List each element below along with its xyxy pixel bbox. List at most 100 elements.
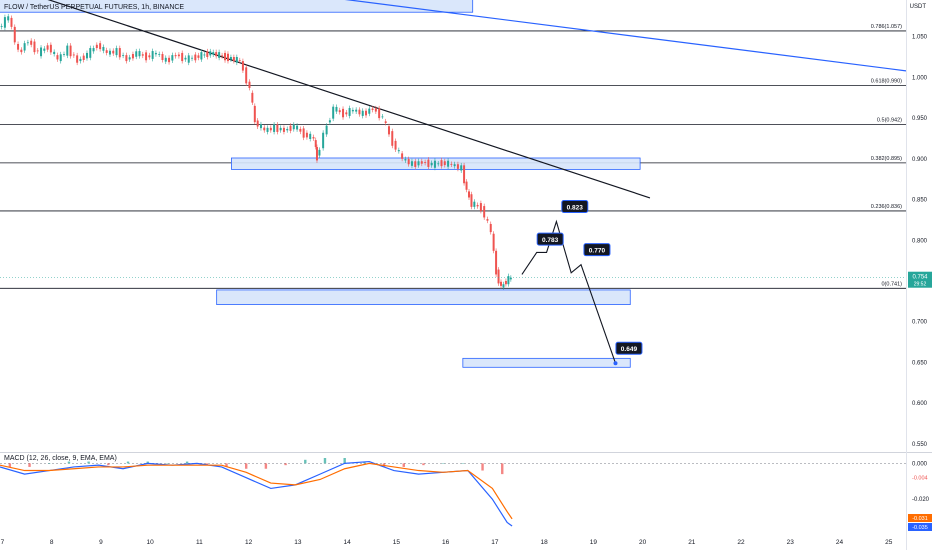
candle-body — [241, 61, 244, 71]
x-tick-label: 25 — [885, 539, 893, 546]
macd-histogram-bar — [461, 463, 465, 464]
x-axis: 7 8 9 10 11 12 13 14 15 16 17 18 19 20 21 22 23 24 25 — [1, 539, 893, 546]
candle-body — [115, 48, 118, 56]
candle-body — [224, 52, 227, 61]
candle-body — [391, 131, 394, 146]
x-tick-label: 17 — [491, 539, 499, 546]
candle-body — [33, 41, 36, 53]
candle-body — [108, 50, 111, 55]
candle-body — [305, 132, 308, 138]
candle-body — [368, 108, 371, 114]
y-tick-label: 0.600 — [912, 401, 928, 407]
projection-label: 0.649 — [621, 346, 638, 353]
candle-body — [128, 57, 131, 60]
candle-body — [181, 52, 184, 62]
macd-histogram-bar — [501, 463, 504, 475]
trend-lines[interactable] — [0, 0, 907, 199]
trend-line-resistance — [47, 0, 651, 199]
candle-body — [430, 162, 433, 166]
candle-body — [286, 128, 289, 131]
candle-body — [266, 127, 269, 132]
candle-body — [171, 55, 174, 61]
macd-histogram-bar — [284, 463, 287, 466]
price-badge-timer: 29:52 — [914, 282, 927, 288]
pane-separator[interactable] — [0, 452, 932, 453]
y-tick-label: 0.850 — [912, 198, 928, 204]
y-tick-label: 0.900 — [912, 157, 928, 163]
macd-histogram-bar — [146, 461, 149, 464]
projection-path[interactable]: 0.783 0.823 0.770 0.649 — [521, 200, 643, 366]
macd-histogram-bar — [402, 463, 405, 467]
candle-body — [46, 45, 49, 50]
fib-label: 0(0.741) — [882, 281, 903, 287]
candle-body — [282, 127, 285, 132]
candle-body — [504, 280, 507, 285]
candle-body — [168, 57, 171, 63]
candle-body — [509, 277, 512, 280]
candle-body — [10, 17, 13, 27]
candle-body — [296, 125, 299, 130]
macd-histogram-bar — [343, 458, 346, 464]
candle-body — [30, 40, 33, 45]
candle-body — [7, 16, 10, 21]
candle-body — [381, 116, 384, 118]
candle-body — [151, 51, 154, 59]
candle-body — [495, 250, 498, 275]
x-tick-label: 15 — [393, 539, 401, 546]
candle-body — [486, 219, 489, 221]
fib-label: 0.786(1.057) — [871, 24, 902, 30]
candle-body — [43, 48, 46, 51]
candle-body — [447, 160, 450, 167]
candle-body — [302, 128, 305, 138]
x-tick-label: 14 — [344, 539, 352, 546]
candle-body — [13, 26, 16, 43]
fib-levels: 0.886(1.098)0.786(1.057)0.618(0.990)0.5(… — [0, 24, 906, 289]
macd-histogram-bar — [304, 459, 307, 464]
candle-body — [453, 164, 456, 167]
candle-body — [417, 161, 420, 166]
candle-body — [315, 147, 318, 161]
x-tick-label: 21 — [688, 539, 696, 546]
candle-body — [194, 54, 197, 61]
zones[interactable] — [0, 0, 641, 368]
x-tick-label: 7 — [1, 539, 5, 546]
candle-body — [102, 46, 105, 51]
macd-histogram-bar — [48, 463, 51, 464]
candle-body — [269, 127, 272, 131]
candle-body — [212, 52, 215, 55]
candle-body — [40, 47, 43, 57]
candle-body — [191, 57, 194, 59]
candle-body — [125, 55, 128, 62]
demand-zone — [0, 0, 474, 13]
projection-label-box — [583, 243, 611, 257]
x-tick-label: 20 — [639, 539, 647, 546]
fib-label: 0.618(0.990) — [871, 79, 902, 85]
candle-body — [348, 108, 351, 116]
y-axis: 1.0501.0000.9500.9000.8500.8000.7500.700… — [908, 35, 932, 448]
candle-body — [387, 126, 390, 135]
macd-histogram-bar — [481, 463, 484, 471]
candle-body — [253, 105, 256, 123]
candle-body — [53, 51, 56, 55]
candle-body — [226, 53, 229, 62]
macd-histogram-bar — [107, 463, 110, 466]
demand-zone — [216, 289, 631, 305]
candle-body — [473, 201, 476, 207]
candle-body — [342, 108, 345, 118]
candle-body — [197, 55, 200, 58]
candle-body — [355, 109, 358, 112]
candle-body — [200, 52, 203, 60]
candle-body — [141, 54, 144, 56]
macd-histogram-bar — [244, 463, 248, 469]
candle-body — [161, 54, 164, 60]
y-tick-label: 1.050 — [912, 35, 928, 41]
x-tick-label: 10 — [147, 539, 155, 546]
candle-body — [92, 48, 95, 52]
candle-body — [256, 120, 259, 127]
candle-body — [218, 52, 221, 58]
macd-panel: 0.000 -0.020 -0.004 -0.031 -0.035 — [0, 458, 932, 531]
candle-body — [20, 49, 23, 53]
candle-body — [3, 17, 6, 28]
currency-label: USDT — [909, 4, 926, 10]
